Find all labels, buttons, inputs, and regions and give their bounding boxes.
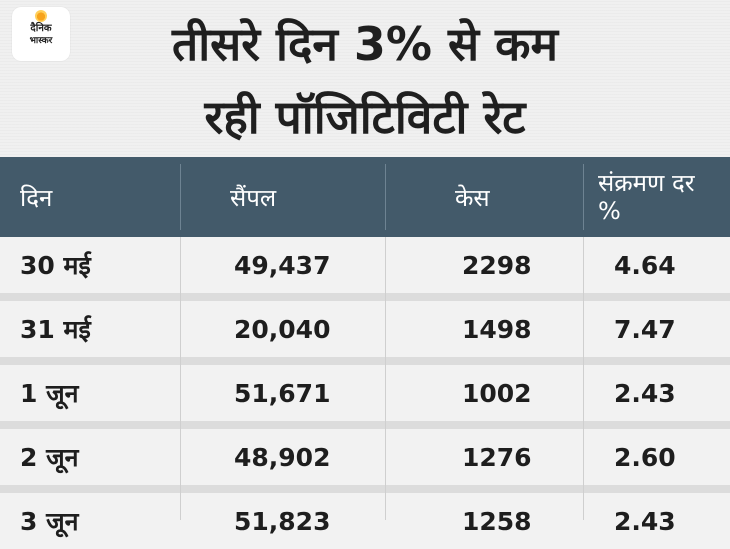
cell-day: 3 जून bbox=[20, 507, 79, 536]
column-header-cases: केस bbox=[455, 183, 490, 212]
header-divider bbox=[385, 164, 386, 230]
cell-cases: 2298 bbox=[462, 250, 532, 280]
cell-samples: 20,040 bbox=[234, 314, 331, 344]
cell-day: 1 जून bbox=[20, 379, 79, 408]
cell-day: 31 मई bbox=[20, 315, 91, 344]
column-header-positivity-rate: संक्रमण दर % bbox=[598, 169, 695, 225]
sun-icon bbox=[35, 10, 47, 22]
cell-samples: 51,671 bbox=[234, 378, 331, 408]
page-title-line2: रही पॉजिटिविटी रेट bbox=[204, 90, 526, 144]
logo-text-line2: भास्कर bbox=[29, 36, 53, 46]
row-separator bbox=[0, 357, 730, 365]
cell-samples: 48,902 bbox=[234, 442, 331, 472]
logo-text-line1: दैनिक bbox=[30, 23, 52, 34]
cell-cases: 1276 bbox=[462, 442, 532, 472]
cell-rate: 7.47 bbox=[614, 314, 676, 344]
column-header-day: दिन bbox=[20, 183, 53, 212]
table-row: 3 जून 51,823 1258 2.43 bbox=[0, 493, 730, 549]
cell-rate: 4.64 bbox=[614, 250, 676, 280]
cell-day: 2 जून bbox=[20, 443, 79, 472]
column-divider bbox=[180, 237, 181, 520]
row-separator bbox=[0, 485, 730, 493]
page-title-line1: तीसरे दिन 3% से कम bbox=[171, 17, 558, 71]
cell-cases: 1258 bbox=[462, 506, 532, 536]
cell-cases: 1498 bbox=[462, 314, 532, 344]
cell-samples: 51,823 bbox=[234, 506, 331, 536]
table-header: दिन सैंपल केस संक्रमण दर % bbox=[0, 157, 730, 237]
column-divider bbox=[583, 237, 584, 520]
row-separator bbox=[0, 421, 730, 429]
cell-samples: 49,437 bbox=[234, 250, 331, 280]
table-row: 31 मई 20,040 1498 7.47 bbox=[0, 301, 730, 357]
header-divider bbox=[583, 164, 584, 230]
row-separator bbox=[0, 293, 730, 301]
cell-rate: 2.60 bbox=[614, 442, 676, 472]
cell-cases: 1002 bbox=[462, 378, 532, 408]
table-row: 2 जून 48,902 1276 2.60 bbox=[0, 429, 730, 485]
dainik-bhaskar-logo: दैनिक भास्कर bbox=[12, 7, 70, 61]
cell-rate: 2.43 bbox=[614, 378, 676, 408]
cell-day: 30 मई bbox=[20, 251, 91, 280]
table-row: 1 जून 51,671 1002 2.43 bbox=[0, 365, 730, 421]
column-header-samples: सैंपल bbox=[230, 183, 277, 212]
column-divider bbox=[385, 237, 386, 520]
cell-rate: 2.43 bbox=[614, 506, 676, 536]
table-row: 30 मई 49,437 2298 4.64 bbox=[0, 237, 730, 293]
header-divider bbox=[180, 164, 181, 230]
